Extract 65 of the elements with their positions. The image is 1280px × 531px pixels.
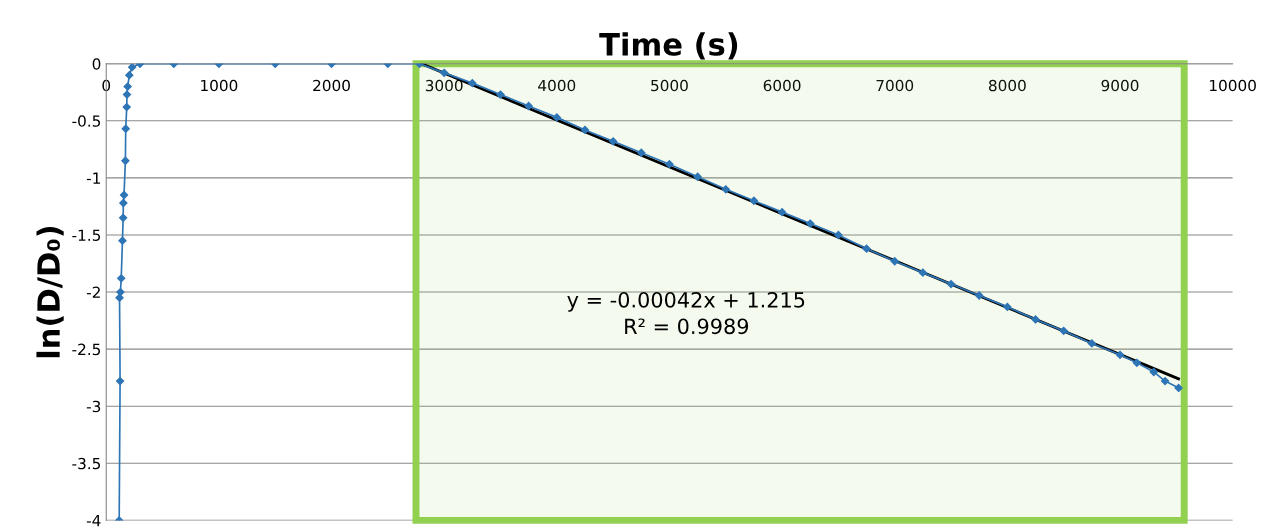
point <box>115 376 125 386</box>
point <box>123 82 132 91</box>
point <box>119 190 129 200</box>
point <box>975 291 984 300</box>
point <box>468 78 477 88</box>
point <box>580 125 590 135</box>
y-tick-label: -2.5 <box>72 343 101 356</box>
point <box>116 287 125 297</box>
x-tick-label: 10000 <box>1210 79 1256 92</box>
point <box>1003 302 1012 312</box>
point <box>946 279 956 289</box>
point <box>496 90 505 99</box>
point <box>121 124 130 133</box>
y-axis-title: ln(D/D₀) <box>36 226 64 358</box>
point <box>693 172 702 181</box>
y-tick-label: -1 <box>86 172 100 184</box>
x-tick-label: 6000 <box>763 79 801 92</box>
point <box>119 198 128 208</box>
x-tick-label: 5000 <box>651 79 688 92</box>
point <box>1087 339 1096 348</box>
x-tick-label: 2000 <box>313 79 350 92</box>
point <box>1132 358 1142 367</box>
point <box>117 274 126 283</box>
point <box>1031 315 1040 324</box>
point <box>552 113 561 122</box>
point <box>777 208 787 217</box>
x-tick-label: 1000 <box>201 79 238 92</box>
point <box>806 219 815 228</box>
point <box>1059 326 1068 335</box>
point <box>524 101 533 111</box>
y-tick-label: -4 <box>86 515 101 527</box>
x-tick-label: 9000 <box>1101 79 1139 92</box>
y-tick-label: -0.5 <box>72 115 101 127</box>
x-tick-label: 0 <box>102 79 111 92</box>
y-tick-label: -3.5 <box>72 457 101 470</box>
annotation: y = -0.00042x + 1.215 R² = 0.9989 <box>567 291 805 335</box>
point <box>862 244 871 253</box>
point <box>122 102 131 112</box>
point <box>1149 367 1158 377</box>
y-tick-label: -3 <box>86 400 101 413</box>
point <box>749 196 759 205</box>
x-tick-label: 4000 <box>538 79 576 92</box>
point <box>665 160 674 169</box>
point <box>1115 350 1125 359</box>
point <box>125 71 134 80</box>
point <box>119 213 128 222</box>
x-tick-label: 8000 <box>988 79 1026 92</box>
point <box>118 236 127 245</box>
point <box>1174 383 1183 393</box>
x-tick-label: 7000 <box>876 79 914 92</box>
y-tick-label: 0 <box>92 58 101 70</box>
point <box>440 68 449 77</box>
point <box>918 268 928 277</box>
x-tick-label: 3000 <box>425 79 463 92</box>
point <box>128 63 137 72</box>
point <box>608 137 618 146</box>
point <box>890 257 899 266</box>
point <box>121 156 130 165</box>
y-tick-label: -2 <box>86 286 100 298</box>
x-axis-title: Time (s) <box>599 32 738 60</box>
point <box>1160 376 1170 386</box>
point <box>834 230 843 240</box>
point <box>721 185 730 194</box>
point <box>637 148 646 157</box>
y-tick-label: -1.5 <box>72 229 101 241</box>
